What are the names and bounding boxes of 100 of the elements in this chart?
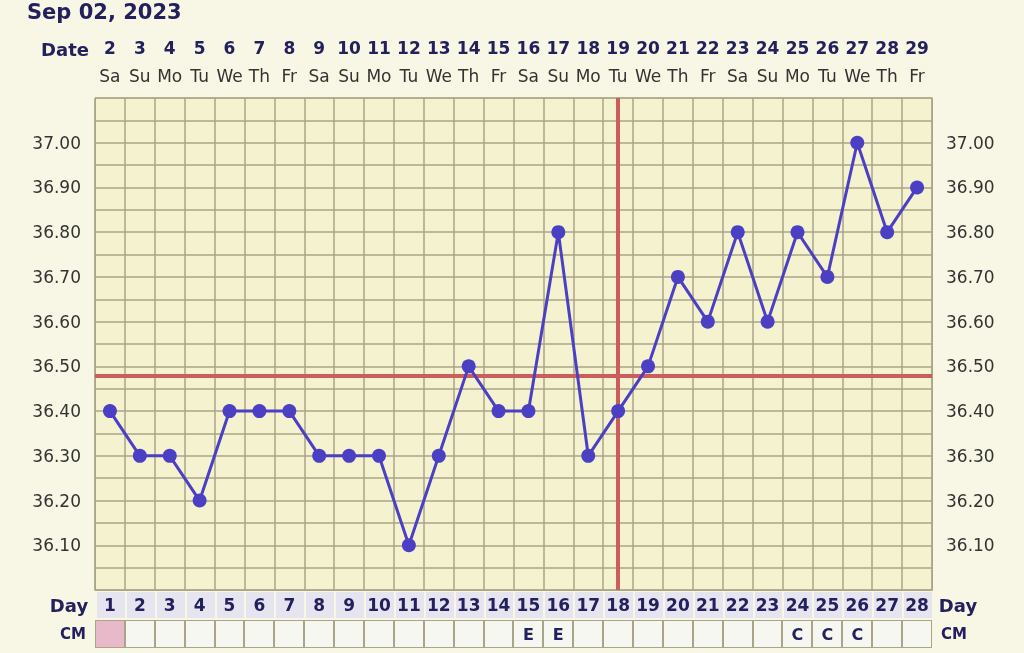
x-tick-label: 2	[133, 595, 146, 615]
point	[790, 225, 805, 240]
x2-tick-label: 22	[695, 37, 720, 58]
y2-tick-label: 36.50	[946, 356, 995, 377]
x2-tick-label: 8	[283, 37, 296, 58]
x-tick-label: 28	[905, 595, 929, 615]
point	[521, 404, 536, 419]
y-tick-label: 36.30	[32, 445, 81, 466]
text: Sa	[727, 66, 749, 86]
x-tick-label: 20	[666, 595, 690, 615]
text: Th	[248, 66, 270, 86]
point	[102, 404, 117, 419]
y2-tick-label: 36.80	[946, 222, 995, 243]
point	[700, 314, 715, 329]
x2-tick-label: 24	[755, 37, 780, 58]
text: Th	[458, 66, 480, 86]
x-tick-label: 15	[516, 595, 541, 615]
text: Tu	[399, 66, 419, 86]
y2-tick-label: 36.90	[946, 177, 995, 198]
point	[641, 359, 656, 374]
y2-tick-label: 36.10	[946, 535, 995, 556]
y2-tick-label: 36.30	[946, 445, 995, 466]
text: CM	[941, 625, 967, 643]
y-tick-label: 36.10	[32, 535, 81, 556]
y2-tick-label: 36.70	[946, 266, 995, 287]
text: Sa	[99, 66, 121, 86]
point	[342, 448, 357, 463]
x-tick-label: 11	[397, 595, 421, 615]
point	[730, 225, 745, 240]
x-tick-label: 16	[546, 595, 571, 615]
x-tick-label: 22	[725, 595, 750, 615]
x2-tick-label: 20	[636, 37, 661, 58]
y-tick-label: 36.40	[32, 401, 81, 422]
x2-tick-label: 12	[397, 37, 421, 58]
point	[491, 404, 506, 419]
x2-tick-label: 17	[546, 37, 571, 58]
point	[461, 359, 476, 374]
x-tick-label: 8	[313, 595, 326, 615]
text: Day	[938, 594, 978, 616]
x2-tick-label: 28	[875, 37, 899, 58]
text: Su	[547, 66, 570, 86]
x-tick-label: 7	[283, 595, 296, 615]
x2-tick-label: 29	[905, 37, 929, 58]
y-tick-label: 36.50	[32, 356, 81, 377]
text: Mo	[575, 66, 601, 86]
point	[222, 404, 237, 419]
x2-tick-label: 11	[367, 37, 391, 58]
x-tick-label: 14	[486, 595, 511, 615]
point	[850, 135, 865, 150]
x-tick-label: 6	[253, 595, 266, 615]
text: Mo	[157, 66, 183, 86]
text: Fr	[281, 66, 298, 86]
text: C	[851, 624, 864, 644]
y-tick-label: 36.90	[32, 177, 81, 198]
y2-tick-label: 36.20	[946, 490, 995, 511]
x2-tick-label: 14	[456, 37, 481, 58]
text: We	[634, 66, 662, 86]
x-tick-label: 27	[875, 595, 899, 615]
y2-tick-label: 36.60	[946, 311, 995, 332]
text: Su	[129, 66, 151, 86]
x2-tick-label: 23	[725, 37, 750, 58]
text: Tu	[608, 66, 628, 86]
x-tick-label: 21	[695, 595, 720, 615]
x2-tick-label: 2	[104, 37, 116, 58]
text: C	[791, 624, 804, 644]
y-tick-label: 36.20	[32, 490, 81, 511]
y-tick-label: 36.60	[32, 311, 81, 332]
text: Th	[667, 66, 689, 86]
x2-tick-label: 19	[606, 37, 630, 58]
x-tick-label: 12	[426, 595, 451, 615]
x-tick-label: 19	[636, 595, 660, 615]
x-axis-title: Day	[49, 594, 89, 616]
text: Th	[876, 66, 898, 86]
point	[910, 180, 925, 195]
point	[581, 448, 596, 463]
chart-title: Sep 02, 2023	[27, 0, 182, 24]
y-tick-label: 36.80	[32, 222, 81, 243]
x2-tick-label: 6	[223, 37, 236, 58]
point	[551, 225, 566, 240]
point	[880, 225, 895, 240]
text: We	[216, 66, 243, 86]
text: Fr	[909, 66, 925, 86]
x-tick-label: 10	[367, 595, 391, 615]
text: E	[522, 624, 534, 644]
x-tick-label: 4	[193, 595, 206, 615]
point	[132, 448, 147, 463]
x-tick-label: 9	[343, 595, 356, 615]
y-tick-label: 37.00	[32, 132, 81, 153]
x2-tick-label: 27	[845, 37, 870, 58]
x-tick-label: 17	[576, 595, 601, 615]
point	[252, 404, 267, 419]
y2-tick-label: 36.40	[946, 401, 995, 422]
point	[312, 448, 327, 463]
x2-tick-label: 18	[576, 37, 601, 58]
x2-axis-title: Date	[41, 38, 89, 60]
point	[670, 269, 685, 284]
x-tick-label: 23	[755, 595, 780, 615]
point	[192, 493, 207, 508]
x-tick-label: 3	[163, 595, 176, 615]
x2-tick-label: 5	[193, 37, 206, 58]
